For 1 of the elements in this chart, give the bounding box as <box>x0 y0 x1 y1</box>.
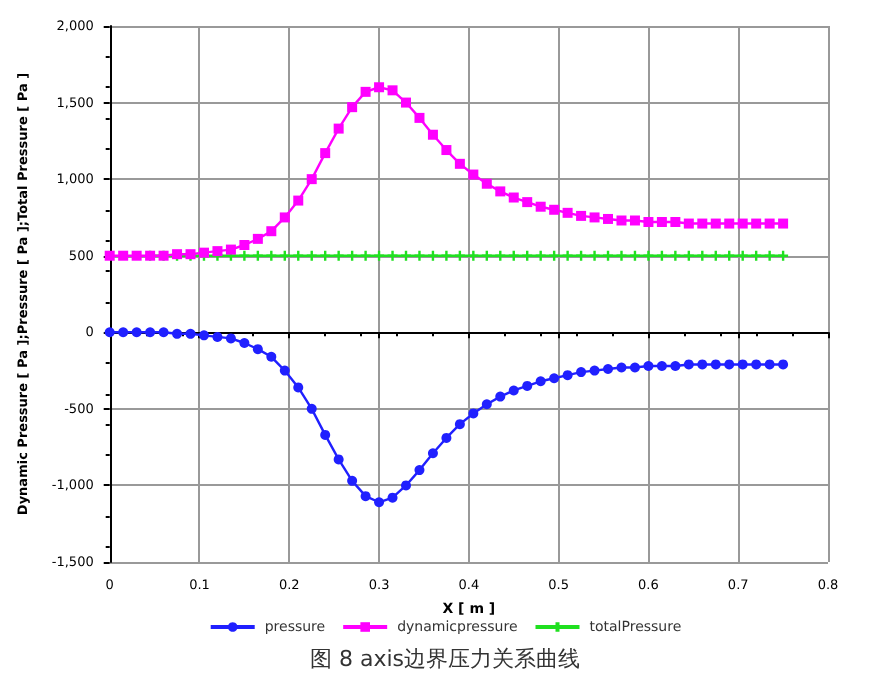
caption: 图 8 axis边界压力关系曲线 <box>309 646 581 672</box>
